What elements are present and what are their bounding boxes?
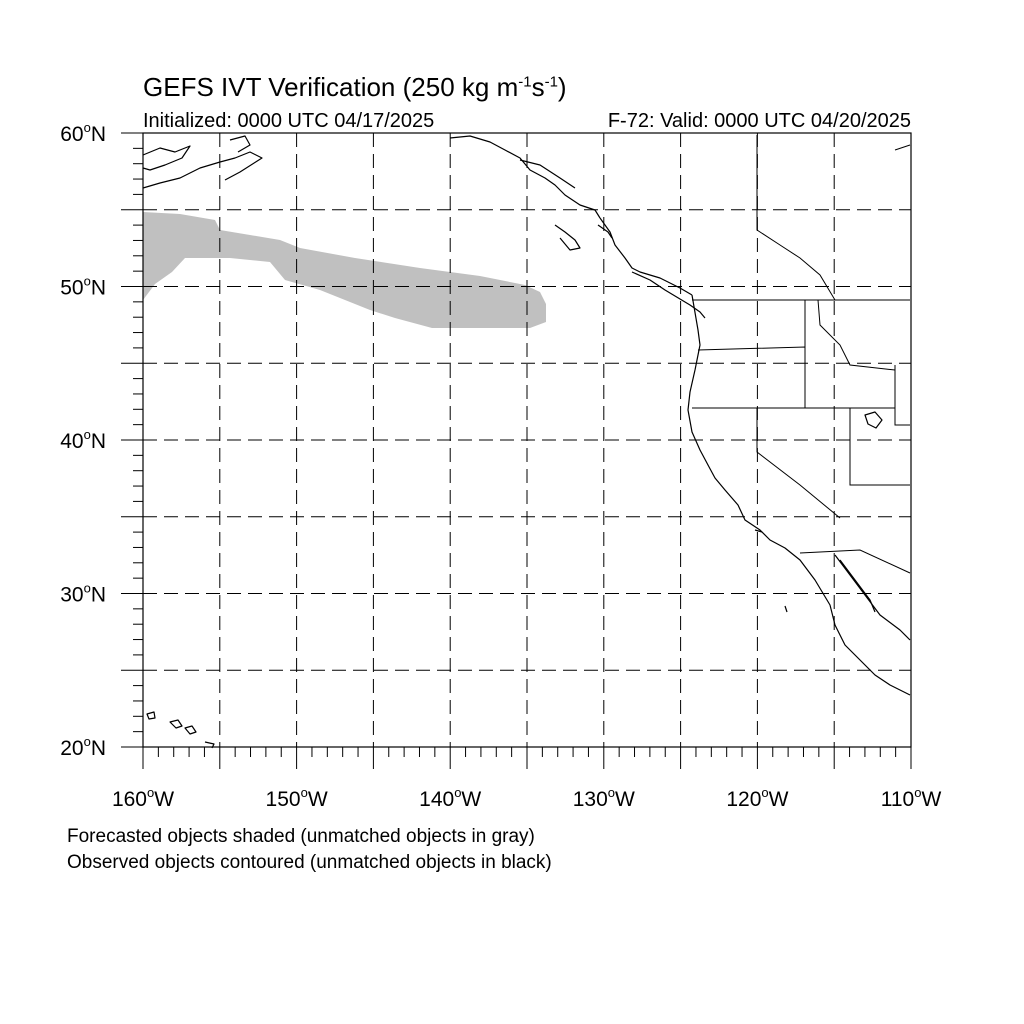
lon-tick-label: 140oW bbox=[419, 785, 481, 811]
map-title: GEFS IVT Verification (250 kg m-1s-1) bbox=[143, 72, 567, 102]
init-time-label: Initialized: 0000 UTC 04/17/2025 bbox=[143, 110, 435, 132]
lon-tick-label: 120oW bbox=[726, 785, 788, 811]
lon-tick-label: 150oW bbox=[266, 785, 328, 811]
forecast-ivt-object bbox=[143, 212, 546, 328]
valid-time-label: F-72: Valid: 0000 UTC 04/20/2025 bbox=[607, 110, 911, 132]
latitude-labels: 60oN 50oN 40oN 30oN 20oN bbox=[60, 120, 106, 760]
axis-ticks bbox=[121, 132, 912, 769]
lon-tick-label: 160oW bbox=[112, 785, 174, 811]
lon-tick-label: 110oW bbox=[881, 785, 942, 811]
lon-tick-label: 130oW bbox=[573, 785, 635, 811]
lat-tick-label: 60oN bbox=[60, 120, 106, 146]
graticule bbox=[143, 133, 911, 747]
legend-forecast-note: Forecasted objects shaded (unmatched obj… bbox=[67, 826, 535, 847]
lat-tick-label: 50oN bbox=[60, 274, 106, 300]
coastlines bbox=[142, 135, 911, 749]
lat-tick-label: 20oN bbox=[60, 734, 106, 760]
lat-tick-label: 40oN bbox=[60, 427, 106, 453]
state-borders bbox=[692, 135, 911, 574]
lat-tick-label: 30oN bbox=[60, 581, 106, 607]
legend-observed-note: Observed objects contoured (unmatched ob… bbox=[67, 852, 552, 873]
longitude-labels: 160oW 150oW 140oW 130oW 120oW 110oW bbox=[112, 785, 942, 811]
